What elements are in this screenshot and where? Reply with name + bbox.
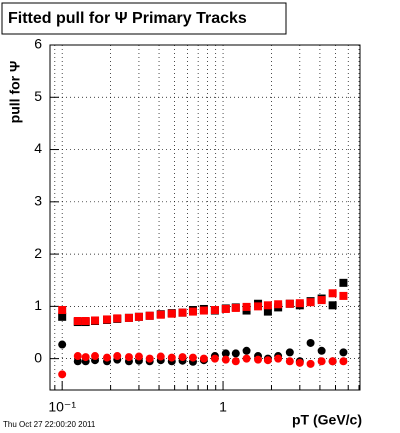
circle-marker bbox=[328, 357, 337, 366]
square-marker bbox=[188, 307, 197, 316]
square-marker bbox=[328, 301, 337, 310]
square-marker bbox=[73, 317, 82, 325]
square-marker bbox=[242, 302, 251, 311]
x-tick-label: 1 bbox=[219, 399, 227, 415]
circle-marker bbox=[91, 352, 100, 361]
square-marker bbox=[81, 317, 90, 325]
square-marker bbox=[263, 307, 272, 316]
circle-marker bbox=[199, 354, 208, 363]
square-marker bbox=[306, 298, 315, 307]
square-marker bbox=[210, 306, 219, 315]
square-marker bbox=[339, 291, 348, 300]
y-axis-label: pull for Ψ bbox=[7, 61, 23, 124]
square-marker bbox=[58, 306, 67, 315]
circle-marker bbox=[103, 353, 112, 362]
y-tick-label: 5 bbox=[34, 88, 42, 104]
y-tick-label: 6 bbox=[34, 36, 42, 52]
square-marker bbox=[254, 302, 263, 311]
square-marker bbox=[339, 278, 348, 287]
square-marker bbox=[317, 296, 326, 305]
y-tick-label: 1 bbox=[34, 297, 42, 313]
circle-marker bbox=[124, 353, 133, 362]
y-tick-label: 4 bbox=[34, 140, 42, 156]
circle-marker bbox=[306, 359, 315, 368]
circle-marker bbox=[58, 340, 67, 349]
square-marker bbox=[134, 312, 143, 321]
circle-marker bbox=[317, 357, 326, 366]
square-marker bbox=[145, 311, 154, 320]
circle-marker bbox=[113, 352, 122, 361]
circle-marker bbox=[145, 354, 154, 363]
y-tick-label: 3 bbox=[34, 193, 42, 209]
circle-marker bbox=[81, 353, 90, 362]
plot-frame bbox=[49, 44, 361, 391]
footer: Thu Oct 27 22:00:20 2011 bbox=[3, 420, 96, 429]
circle-marker bbox=[242, 346, 251, 355]
square-marker bbox=[221, 304, 230, 313]
circle-marker bbox=[254, 355, 263, 364]
circle-marker bbox=[156, 352, 165, 361]
x-axis-label: pT (GeV/c) bbox=[292, 412, 362, 428]
circle-marker bbox=[134, 352, 143, 361]
square-marker bbox=[58, 312, 67, 321]
square-marker bbox=[295, 299, 304, 308]
square-marker bbox=[178, 308, 187, 317]
title-box bbox=[1, 2, 287, 35]
circle-marker bbox=[210, 354, 219, 363]
square-marker bbox=[156, 310, 165, 319]
circle-marker bbox=[295, 358, 304, 367]
circle-marker bbox=[231, 357, 240, 366]
square-marker bbox=[274, 300, 283, 309]
circle-marker bbox=[263, 356, 272, 365]
circle-marker bbox=[285, 348, 294, 357]
circle-marker bbox=[242, 354, 251, 363]
square-marker bbox=[285, 299, 294, 308]
circle-marker bbox=[178, 353, 187, 362]
circle-marker bbox=[73, 352, 82, 361]
circle-marker bbox=[167, 353, 176, 362]
circle-marker bbox=[339, 348, 348, 357]
circle-marker bbox=[306, 338, 315, 347]
x-tick-label: 10⁻¹ bbox=[48, 399, 76, 415]
square-marker bbox=[91, 316, 100, 325]
y-tick-label: 0 bbox=[34, 349, 42, 365]
chart-title: Fitted pull for Ψ Primary Tracks bbox=[8, 10, 247, 27]
circle-marker bbox=[221, 355, 230, 364]
circle-marker bbox=[231, 349, 240, 358]
square-marker bbox=[167, 309, 176, 318]
square-marker bbox=[124, 313, 133, 322]
square-marker bbox=[103, 315, 112, 324]
circle-marker bbox=[188, 353, 197, 362]
circle-marker bbox=[58, 370, 67, 379]
circle-marker bbox=[274, 354, 283, 363]
circle-marker bbox=[339, 357, 348, 366]
circle-marker bbox=[285, 357, 294, 366]
square-marker bbox=[199, 306, 208, 315]
circle-marker bbox=[221, 349, 230, 358]
square-marker bbox=[263, 301, 272, 310]
y-tick-label: 2 bbox=[34, 245, 42, 261]
circle-marker bbox=[317, 346, 326, 355]
square-marker bbox=[231, 303, 240, 312]
square-marker bbox=[328, 289, 337, 298]
square-marker bbox=[113, 314, 122, 323]
